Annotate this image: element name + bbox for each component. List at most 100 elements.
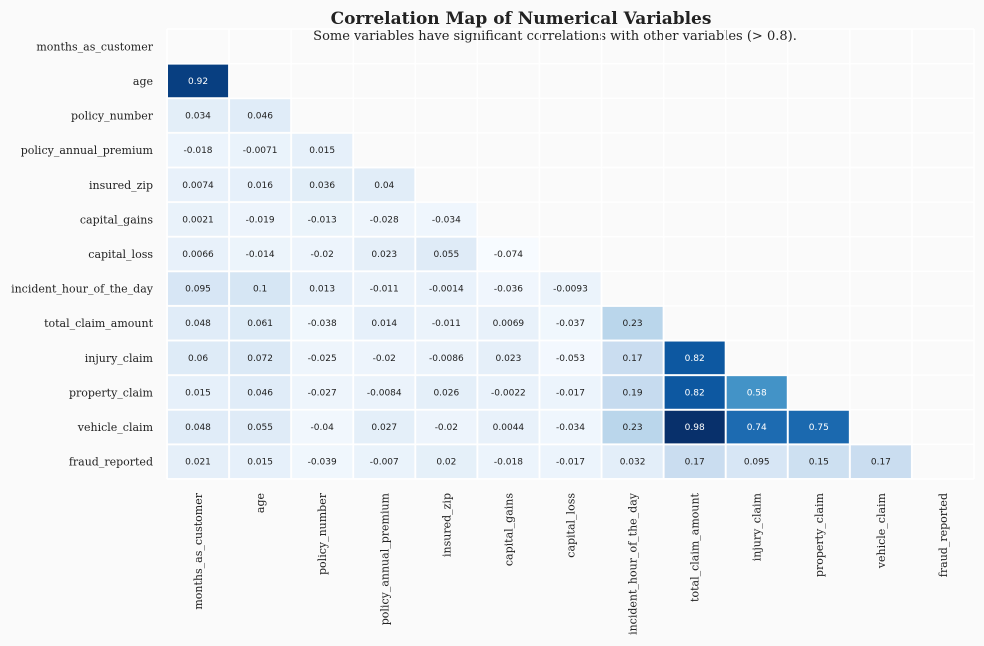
cell-value-label: -0.036 <box>494 285 523 295</box>
heatmap-cell <box>230 445 291 478</box>
cell-value-label: 0.74 <box>747 423 767 433</box>
cell-value-label: 0.0074 <box>182 181 214 191</box>
x-tick-label: policy_annual_premium <box>378 492 391 625</box>
heatmap-cell <box>416 237 477 271</box>
heatmap-cell <box>540 410 601 444</box>
y-tick-label: incident_hour_of_the_day <box>11 283 154 296</box>
cell-value-label: -0.039 <box>308 458 337 468</box>
heatmap-cell <box>168 376 229 409</box>
cell-value-label: 0.095 <box>185 285 211 295</box>
cell-value-label: -0.02 <box>373 354 396 364</box>
cell-value-label: 0.023 <box>496 354 522 364</box>
cell-value-label: -0.038 <box>308 319 337 329</box>
heatmap-cell <box>230 237 291 271</box>
heatmap-cell <box>168 272 229 305</box>
cell-value-label: 0.034 <box>185 112 211 122</box>
heatmap-cell <box>478 410 539 444</box>
y-tick-label: age <box>133 75 153 88</box>
x-tick-label: capital_loss <box>565 493 578 558</box>
cell-value-label: 0.23 <box>623 319 643 329</box>
cell-value-label: 0.17 <box>623 354 643 364</box>
cell-value-label: 0.015 <box>185 388 211 398</box>
heatmap-cell <box>230 133 291 167</box>
cell-value-label: -0.019 <box>246 215 275 225</box>
heatmap-cell <box>664 376 725 409</box>
y-tick-label: vehicle_claim <box>77 421 154 434</box>
heatmap-cell <box>292 237 353 271</box>
cell-value-label: 0.014 <box>371 319 397 329</box>
heatmap-cell <box>726 410 787 444</box>
cell-value-label: 0.046 <box>247 112 273 122</box>
cell-value-label: -0.007 <box>370 458 399 468</box>
heatmap-cell <box>478 272 539 305</box>
cell-value-label: 0.58 <box>747 388 767 398</box>
heatmap-cell <box>230 168 291 202</box>
x-tick-label: capital_gains <box>502 493 515 566</box>
cell-value-label: 0.061 <box>247 319 273 329</box>
heatmap-cell <box>230 99 291 132</box>
x-tick-label: months_as_customer <box>192 492 205 609</box>
heatmap-cell <box>168 133 229 167</box>
heatmap-cell <box>168 306 229 340</box>
cell-value-label: -0.034 <box>432 215 461 225</box>
heatmap-cell <box>354 272 415 305</box>
heatmap-cell <box>230 203 291 236</box>
x-tick-label: fraud_reported <box>937 493 950 577</box>
heatmap-cell <box>416 445 477 478</box>
cell-value-label: -0.028 <box>370 215 399 225</box>
cell-value-label: 0.82 <box>685 388 705 398</box>
cell-value-label: 0.02 <box>436 458 456 468</box>
heatmap-cell <box>168 203 229 236</box>
heatmap-cell <box>354 168 415 202</box>
cell-value-label: 0.92 <box>188 77 208 87</box>
heatmap-cell <box>540 306 601 340</box>
y-tick-label: injury_claim <box>85 352 154 365</box>
cell-value-label: -0.0084 <box>367 388 402 398</box>
cell-value-label: 0.023 <box>371 250 397 260</box>
heatmap-cell <box>168 410 229 444</box>
cell-value-label: 0.021 <box>185 458 211 468</box>
heatmap-cell <box>416 376 477 409</box>
cell-value-label: 0.04 <box>374 181 394 191</box>
cell-value-label: 0.23 <box>623 423 643 433</box>
x-tick-label: property_claim <box>813 492 826 577</box>
cell-value-label: 0.072 <box>247 354 273 364</box>
cell-value-label: -0.018 <box>494 458 523 468</box>
heatmap-cell <box>416 203 477 236</box>
heatmap-cell <box>664 341 725 375</box>
heatmap-cell <box>602 306 663 340</box>
heatmap-cell <box>602 445 663 478</box>
heatmap-cell <box>726 376 787 409</box>
heatmap-cell <box>292 410 353 444</box>
cell-value-label: 0.027 <box>371 423 397 433</box>
heatmap-cell <box>602 376 663 409</box>
heatmap-cell <box>540 272 601 305</box>
heatmap-cell <box>168 99 229 132</box>
cell-value-label: 0.1 <box>253 285 267 295</box>
heatmap-cell <box>478 445 539 478</box>
heatmap-cell <box>664 410 725 444</box>
cell-value-label: -0.02 <box>311 250 334 260</box>
heatmap-cell <box>602 341 663 375</box>
cell-value-label: -0.014 <box>246 250 275 260</box>
x-tick-label: age <box>254 493 267 513</box>
y-tick-label: months_as_customer <box>36 40 153 53</box>
cell-value-label: -0.017 <box>556 458 585 468</box>
heatmap-cell <box>354 237 415 271</box>
cell-value-label: -0.0014 <box>429 285 464 295</box>
x-axis-labels: months_as_customer age policy_number policy… <box>192 492 950 635</box>
heatmap-cell <box>540 445 601 478</box>
cell-value-label: 0.15 <box>809 458 829 468</box>
heatmap-cell <box>354 341 415 375</box>
cell-value-label: -0.018 <box>184 146 213 156</box>
heatmap-cell <box>230 410 291 444</box>
heatmap-cell <box>292 445 353 478</box>
heatmap-cell <box>354 306 415 340</box>
cell-value-label: 0.015 <box>309 146 335 156</box>
cell-value-label: -0.037 <box>556 319 585 329</box>
y-tick-label: total_claim_amount <box>44 317 154 330</box>
heatmap-cell <box>540 341 601 375</box>
cell-value-label: 0.055 <box>247 423 273 433</box>
cell-value-label: 0.048 <box>185 319 211 329</box>
